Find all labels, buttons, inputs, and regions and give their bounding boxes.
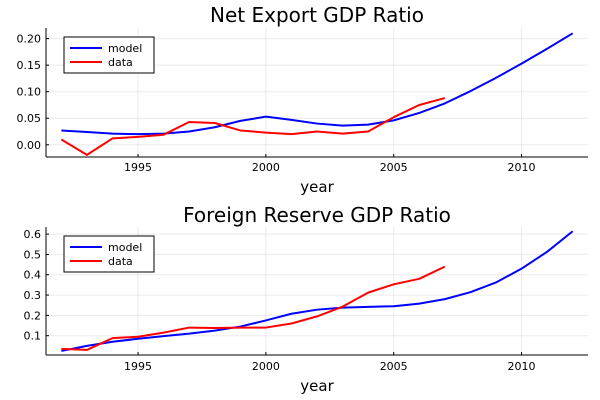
series-line-data <box>60 97 446 156</box>
y-tick-label: 0.15 <box>17 59 42 72</box>
legend-label: model <box>108 241 142 254</box>
series-line-data <box>61 265 446 351</box>
series-line-model <box>61 32 574 136</box>
legend-label: data <box>108 255 133 268</box>
y-tick-label: 0.4 <box>24 269 42 282</box>
y-tick-label: 0.3 <box>24 289 42 302</box>
legend-label: data <box>108 56 133 69</box>
legend-box <box>63 36 155 74</box>
x-axis-label: year <box>300 377 334 395</box>
x-tick-label: 2000 <box>252 161 280 174</box>
y-tick-label: 0.2 <box>24 309 42 322</box>
x-tick-label: 1995 <box>124 360 152 373</box>
y-tick-label: 0.00 <box>17 139 42 152</box>
x-tick-label: 2010 <box>508 360 536 373</box>
series-line-model <box>61 230 574 352</box>
y-tick-label: 0.20 <box>17 33 42 46</box>
x-tick-label: 2005 <box>380 161 408 174</box>
y-tick-label: 0.5 <box>24 248 42 261</box>
chart-title: Net Export GDP Ratio <box>210 3 424 27</box>
y-tick-label: 0.6 <box>24 228 42 241</box>
x-tick-label: 2005 <box>380 360 408 373</box>
chart-title: Foreign Reserve GDP Ratio <box>183 203 451 227</box>
chart-panel-1: Net Export GDP Ratio 1995 2000 2005 2010 0.00… <box>17 3 588 196</box>
y-tick-label: 0.1 <box>24 330 42 343</box>
y-tick-label: 0.10 <box>17 86 42 99</box>
chart-panel-2: Foreign Reserve GDP Ratio 1995 2000 2005 201… <box>24 203 588 395</box>
legend-label: model <box>108 42 142 55</box>
legend-box <box>63 235 155 273</box>
x-tick-label: 2000 <box>252 360 280 373</box>
x-axis-label: year <box>300 178 334 196</box>
x-tick-label: 1995 <box>124 161 152 174</box>
x-tick-label: 2010 <box>508 161 536 174</box>
y-tick-label: 0.05 <box>17 112 42 125</box>
